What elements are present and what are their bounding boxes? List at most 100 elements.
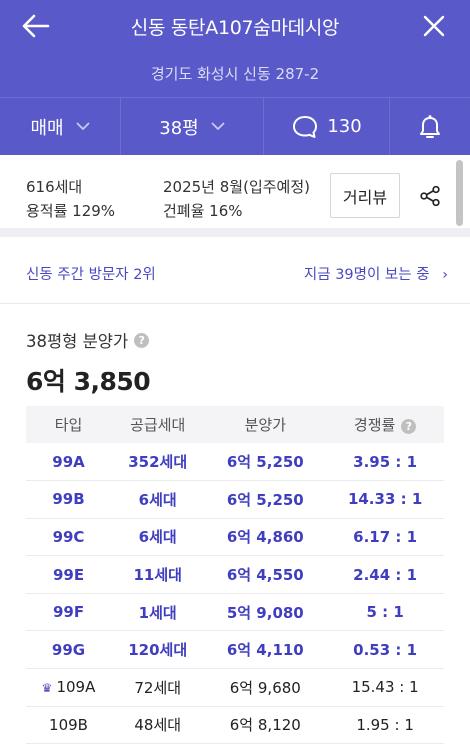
comments-button[interactable]: 130 [263, 98, 389, 155]
cell-rate-text: 2.44 : 1 [353, 565, 418, 584]
header-units: 공급세대 [111, 406, 205, 443]
chevron-down-icon [75, 122, 90, 131]
cell-rate: 14.33 : 1 [326, 480, 444, 519]
cell-price: 6억 9,680 [204, 668, 327, 707]
table-row[interactable]: 109B 48세대 6억 8,120 1.95 : 1 [26, 706, 444, 745]
header-price: 분양가 [204, 406, 327, 443]
app-header: 신동 동탄A107숨마데시앙 경기도 화성시 신동 287-2 매매 38평 1… [0, 0, 470, 155]
help-icon[interactable]: ? [401, 419, 417, 434]
cell-price-text: 6억 4,860 [226, 528, 304, 547]
table-header-row: 타입 공급세대 분양가 경쟁률? [26, 406, 444, 443]
table-row[interactable]: 99F 1세대 5억 9,080 5 : 1 [26, 593, 444, 632]
table-row[interactable]: 99G 120세대 6억 4,110 0.53 : 1 [26, 630, 444, 670]
distance-view-button[interactable]: 거리뷰 [330, 173, 400, 218]
header-rate: 경쟁률? [326, 406, 444, 443]
cell-price-text: 6억 4,550 [226, 566, 304, 585]
cell-units: 48세대 [111, 706, 205, 745]
cell-rate-text: 0.53 : 1 [353, 640, 418, 659]
filter-bar: 매매 38평 130 [0, 97, 470, 155]
share-icon[interactable] [419, 185, 441, 207]
cell-units-text: 72세대 [134, 678, 182, 697]
table-row[interactable]: 99A 352세대 6억 5,250 3.95 : 1 [26, 443, 444, 482]
cell-units: 120세대 [111, 630, 205, 670]
header-type: 타입 [26, 406, 112, 443]
cell-rate: 15.43 : 1 [326, 668, 444, 707]
cell-rate: 1.95 : 1 [326, 706, 444, 745]
cell-price-text: 6억 5,250 [226, 490, 304, 509]
cell-units: 72세대 [111, 668, 205, 707]
cell-type: 109B [26, 706, 112, 745]
price-value: 6억 3,850 [26, 367, 151, 396]
cell-price-text: 6억 9,680 [229, 678, 301, 697]
cell-rate-text: 5 : 1 [366, 603, 404, 622]
unit-type-table: 타입 공급세대 분양가 경쟁률? 99A 352세대 6억 5,250 3.95 : … [26, 406, 444, 745]
info-column-1: 616세대 용적률 129% [26, 175, 115, 223]
cell-type: 99F [26, 593, 112, 632]
cell-type-text: 99G [51, 640, 86, 659]
cell-units-text: 6세대 [138, 490, 177, 509]
trade-type-label: 매매 [30, 117, 64, 139]
cell-rate-text: 14.33 : 1 [347, 490, 423, 509]
help-icon[interactable]: ? [134, 332, 150, 348]
cell-type: 99A [26, 443, 112, 482]
address-text: 경기도 화성시 신동 287-2 [150, 65, 320, 83]
scrollbar[interactable] [456, 160, 463, 226]
cell-rate-text: 15.43 : 1 [351, 678, 419, 697]
page-title: 신동 동탄A107숨마데시앙 [130, 17, 340, 39]
table-row[interactable]: ♛ 109A 72세대 6억 9,680 15.43 : 1 [26, 668, 444, 707]
price-label: 38평형 분양가 ? [26, 328, 444, 352]
cell-rate: 3.95 : 1 [326, 443, 444, 482]
cell-rate-text: 3.95 : 1 [353, 452, 418, 471]
comments-count: 130 [327, 116, 362, 137]
cell-rate: 6.17 : 1 [326, 518, 444, 557]
cell-price-text: 6억 8,120 [229, 716, 301, 735]
floor-area-ratio-text: 용적률 129% [26, 202, 116, 220]
cell-rate: 5 : 1 [326, 593, 444, 632]
table-row[interactable]: 99C 6세대 6억 4,860 6.17 : 1 [26, 518, 444, 557]
cell-units-text: 352세대 [128, 453, 188, 472]
cell-units: 6세대 [111, 518, 205, 557]
live-viewers-link[interactable]: 지금 39명이 보는 중 › [304, 263, 448, 284]
move-in-text: 2025년 8월(입주예정) [163, 178, 310, 196]
cell-price: 6억 8,120 [204, 706, 327, 745]
trade-type-dropdown[interactable]: 매매 [0, 98, 120, 155]
cell-units-text: 6세대 [138, 528, 177, 547]
table-row[interactable]: 99B 6세대 6억 5,250 14.33 : 1 [26, 480, 444, 519]
top-bar: 신동 동탄A107숨마데시앙 [0, 0, 470, 52]
cell-type-text: 99C [52, 527, 85, 546]
cell-price: 6억 5,250 [204, 480, 327, 519]
cell-price-text: 5억 9,080 [226, 603, 304, 622]
cell-type-text: 99A [52, 452, 85, 471]
cell-type-text: 99B [52, 490, 85, 509]
area-dropdown[interactable]: 38평 [120, 98, 263, 155]
cell-type-text: 99F [52, 603, 85, 622]
cell-type: 99E [26, 555, 112, 594]
chevron-right-icon: › [442, 267, 448, 283]
cell-units: 6세대 [111, 480, 205, 519]
cell-units: 11세대 [111, 555, 205, 594]
cell-price-text: 6억 5,250 [226, 453, 304, 472]
notification-button[interactable] [389, 98, 470, 155]
cell-type: ♛ 109A [26, 668, 112, 707]
cell-type-text: 109B [49, 715, 88, 734]
visitor-banner: 신동 주간 방문자 2위 지금 39명이 보는 중 › [0, 246, 470, 304]
table-row[interactable]: 99E 11세대 6억 4,550 2.44 : 1 [26, 555, 444, 594]
complex-info: 616세대 용적률 129% 2025년 8월(입주예정) 건폐율 16% [0, 155, 470, 237]
cell-rate-text: 6.17 : 1 [353, 527, 418, 546]
cell-type: 99G [26, 630, 112, 670]
visitor-rank-text: 신동 주간 방문자 2위 [26, 267, 156, 283]
close-icon[interactable] [420, 12, 448, 40]
area-label: 38평 [159, 117, 199, 139]
coverage-ratio-text: 건폐율 16% [163, 202, 243, 220]
bell-icon [420, 114, 440, 138]
cell-price: 5억 9,080 [204, 593, 327, 632]
chevron-down-icon [211, 122, 225, 131]
live-viewers-text: 지금 39명이 보는 중 [303, 267, 430, 283]
back-arrow-icon[interactable] [20, 12, 52, 40]
cell-type: 99B [26, 480, 112, 519]
cell-price-text: 6억 4,110 [226, 641, 304, 660]
cell-price: 6억 4,110 [204, 630, 327, 670]
cell-price: 6억 4,550 [204, 555, 327, 594]
cell-units-text: 120세대 [128, 641, 188, 660]
price-section: 38평형 분양가 ? 6억 3,850 [26, 328, 444, 398]
